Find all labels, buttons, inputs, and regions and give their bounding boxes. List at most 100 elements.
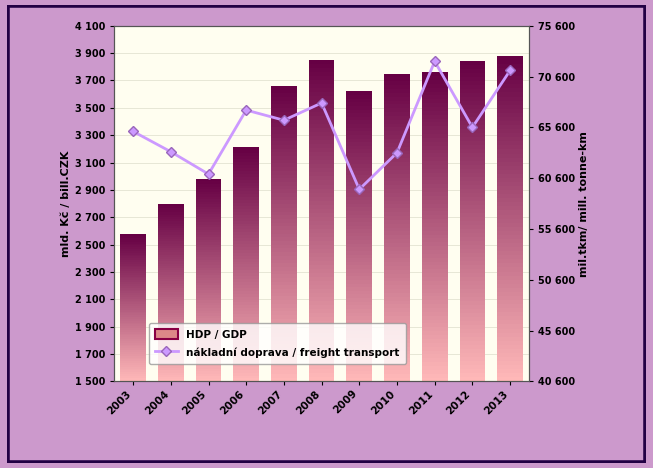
Bar bbox=[422, 262, 447, 265]
Bar bbox=[498, 178, 523, 182]
Bar bbox=[422, 219, 447, 223]
Bar bbox=[158, 237, 183, 239]
Bar bbox=[309, 345, 334, 349]
Bar bbox=[347, 110, 372, 113]
Bar bbox=[196, 252, 221, 255]
Bar bbox=[233, 229, 259, 232]
Bar bbox=[498, 194, 523, 198]
Bar bbox=[498, 198, 523, 202]
Bar bbox=[422, 188, 447, 192]
Bar bbox=[460, 146, 485, 149]
Bar bbox=[271, 141, 296, 145]
Bar bbox=[120, 336, 146, 337]
Bar bbox=[498, 321, 523, 324]
Bar bbox=[498, 182, 523, 186]
Bar bbox=[233, 253, 259, 256]
Bar bbox=[271, 366, 296, 370]
Bar bbox=[271, 190, 296, 193]
Bar bbox=[498, 296, 523, 300]
Bar bbox=[158, 306, 183, 308]
Bar bbox=[498, 121, 523, 125]
Bar bbox=[422, 103, 447, 107]
Bar bbox=[233, 288, 259, 291]
Bar bbox=[271, 197, 296, 200]
Bar bbox=[460, 190, 485, 193]
Bar bbox=[196, 338, 221, 341]
Bar bbox=[233, 244, 259, 247]
Bar bbox=[233, 370, 259, 373]
Bar bbox=[347, 284, 372, 287]
Bar bbox=[233, 346, 259, 349]
Bar bbox=[498, 365, 523, 369]
Bar bbox=[158, 261, 183, 263]
Bar bbox=[498, 133, 523, 137]
Bar bbox=[498, 211, 523, 214]
Bar bbox=[347, 345, 372, 349]
Bar bbox=[347, 302, 372, 305]
Bar bbox=[309, 100, 334, 104]
Bar bbox=[347, 320, 372, 323]
Bar bbox=[271, 241, 296, 245]
Bar bbox=[460, 81, 485, 85]
Bar bbox=[233, 323, 259, 326]
Bar bbox=[233, 256, 259, 259]
Bar bbox=[196, 278, 221, 280]
Bar bbox=[233, 238, 259, 241]
Bar bbox=[120, 346, 146, 348]
Bar bbox=[498, 239, 523, 243]
Bar bbox=[271, 149, 296, 153]
Bar bbox=[271, 116, 296, 119]
Bar bbox=[422, 273, 447, 277]
Bar bbox=[158, 243, 183, 246]
Bar bbox=[158, 250, 183, 252]
Bar bbox=[196, 336, 221, 338]
Bar bbox=[271, 171, 296, 175]
Bar bbox=[460, 97, 485, 101]
Bar bbox=[158, 210, 183, 212]
Bar bbox=[271, 112, 296, 116]
Bar bbox=[120, 236, 146, 238]
Bar bbox=[158, 281, 183, 284]
Bar bbox=[347, 360, 372, 363]
Bar bbox=[309, 108, 334, 112]
Bar bbox=[309, 60, 334, 64]
Bar bbox=[120, 358, 146, 359]
Bar bbox=[120, 334, 146, 336]
Bar bbox=[120, 310, 146, 312]
Bar bbox=[460, 373, 485, 377]
Bar bbox=[158, 221, 183, 224]
Bar bbox=[347, 226, 372, 229]
Bar bbox=[120, 249, 146, 251]
Bar bbox=[384, 120, 410, 124]
Bar bbox=[271, 370, 296, 374]
Bar bbox=[158, 308, 183, 310]
Bar bbox=[120, 243, 146, 245]
Bar bbox=[120, 319, 146, 321]
Bar bbox=[460, 289, 485, 293]
Bar bbox=[498, 255, 523, 259]
Bar bbox=[309, 317, 334, 321]
Bar bbox=[309, 373, 334, 377]
Bar bbox=[233, 250, 259, 253]
Bar bbox=[498, 223, 523, 227]
Bar bbox=[498, 117, 523, 121]
Bar bbox=[384, 366, 410, 370]
Bar bbox=[309, 366, 334, 369]
Bar bbox=[384, 132, 410, 135]
Bar bbox=[422, 146, 447, 150]
Bar bbox=[422, 184, 447, 188]
Bar bbox=[271, 278, 296, 282]
Bar bbox=[347, 132, 372, 135]
Bar bbox=[271, 130, 296, 134]
Bar bbox=[460, 181, 485, 185]
Bar bbox=[271, 178, 296, 182]
Bar bbox=[271, 167, 296, 171]
Bar bbox=[384, 243, 410, 247]
Bar bbox=[347, 164, 372, 168]
Bar bbox=[422, 130, 447, 134]
Bar bbox=[196, 351, 221, 354]
Bar bbox=[422, 118, 447, 123]
Bar bbox=[233, 218, 259, 220]
Bar bbox=[384, 274, 410, 278]
Bar bbox=[422, 250, 447, 254]
